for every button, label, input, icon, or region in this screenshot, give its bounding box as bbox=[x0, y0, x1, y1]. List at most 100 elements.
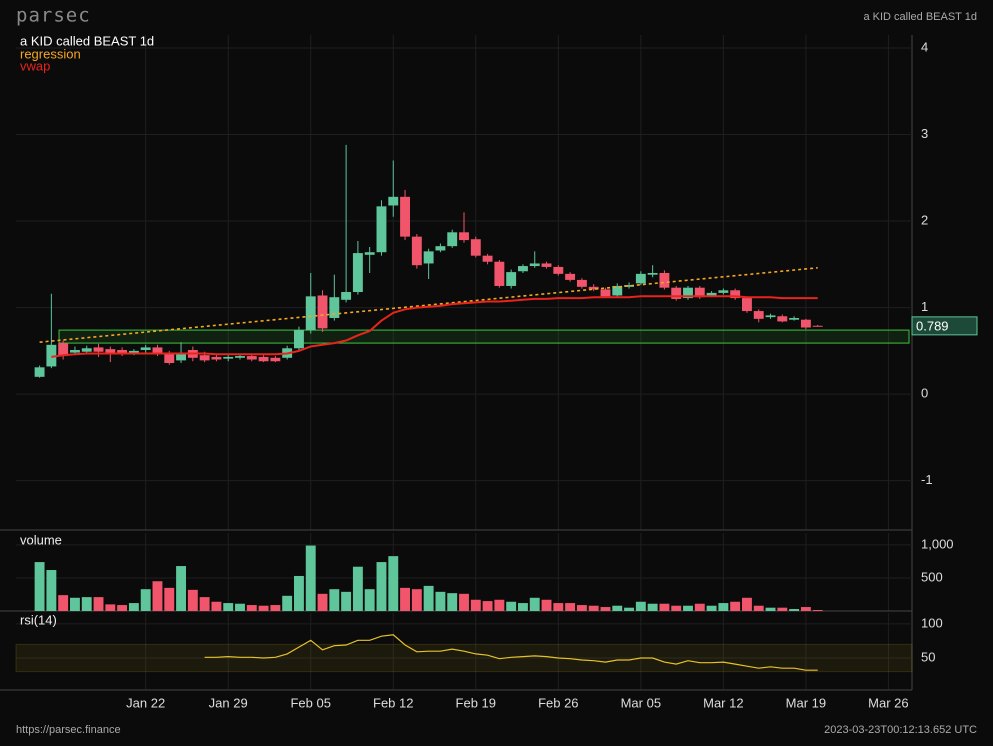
rsi-line bbox=[204, 634, 818, 671]
volume-bar bbox=[718, 603, 729, 611]
x-tick-label: Feb 19 bbox=[456, 695, 496, 710]
candle-body bbox=[435, 246, 446, 251]
volume-bar bbox=[411, 589, 422, 611]
volume-bar bbox=[128, 603, 139, 611]
volume-bar bbox=[376, 562, 387, 611]
y-tick-label: 4 bbox=[921, 39, 928, 54]
volume-bar bbox=[423, 585, 434, 611]
candle-body bbox=[800, 319, 811, 328]
candle-body bbox=[647, 272, 658, 275]
candle-body bbox=[541, 263, 552, 267]
candle-body bbox=[447, 232, 458, 247]
volume-bar bbox=[541, 599, 552, 611]
volume-bar bbox=[388, 556, 399, 611]
volume-bar bbox=[364, 589, 375, 611]
volume-bar bbox=[600, 607, 611, 611]
volume-bar bbox=[482, 601, 493, 611]
volume-bar bbox=[765, 607, 776, 611]
candle-body bbox=[140, 347, 151, 350]
candle-body bbox=[741, 298, 752, 312]
volume-bar bbox=[576, 605, 587, 611]
candle-body bbox=[659, 272, 670, 288]
candle-body bbox=[400, 196, 411, 237]
volume-bar bbox=[671, 605, 682, 611]
volume-bar bbox=[753, 605, 764, 611]
candle-body bbox=[270, 357, 281, 362]
candle-body bbox=[600, 289, 611, 297]
candle-body bbox=[470, 239, 481, 256]
volume-bar bbox=[341, 591, 352, 611]
volume-bar bbox=[81, 597, 92, 611]
y-tick-label: -1 bbox=[921, 472, 933, 487]
volume-bar bbox=[588, 605, 599, 611]
candle-body bbox=[411, 236, 422, 266]
last-price-label: 0.789 bbox=[916, 318, 949, 333]
candle-body bbox=[128, 350, 139, 353]
candle-body bbox=[235, 356, 245, 358]
x-tick-label: Mar 12 bbox=[703, 695, 743, 710]
volume-bar bbox=[140, 589, 151, 611]
candle-body bbox=[258, 356, 269, 362]
candle-body bbox=[223, 356, 234, 359]
y-tick-label: 1 bbox=[921, 299, 928, 314]
candle-body bbox=[506, 272, 517, 286]
panel-title: volume bbox=[20, 532, 62, 547]
volume-bar bbox=[176, 566, 187, 611]
volume-bar bbox=[447, 593, 458, 611]
last-price-box bbox=[911, 316, 978, 336]
volume-bar bbox=[235, 603, 245, 611]
candle-body bbox=[176, 352, 187, 361]
candle-body bbox=[588, 286, 599, 290]
volume-bar bbox=[246, 605, 257, 611]
candle-body bbox=[46, 344, 57, 367]
volume-bar bbox=[164, 587, 175, 611]
candle-body bbox=[329, 297, 340, 318]
x-tick-label: Feb 26 bbox=[538, 695, 578, 710]
volume-bar bbox=[293, 575, 304, 611]
volume-bar bbox=[777, 607, 788, 611]
candle-body bbox=[34, 367, 45, 377]
panel-title: rsi(14) bbox=[20, 612, 57, 627]
y-tick-label: 3 bbox=[921, 126, 928, 141]
candle-body bbox=[105, 349, 116, 355]
candle-body bbox=[765, 315, 776, 318]
candle-body bbox=[529, 263, 540, 267]
candle-body bbox=[789, 317, 800, 320]
candle-body bbox=[364, 252, 375, 255]
volume-bar bbox=[506, 601, 517, 611]
volume-bar bbox=[317, 593, 328, 611]
candle-body bbox=[117, 350, 128, 355]
legend-entry: regression bbox=[20, 46, 81, 61]
candle-body bbox=[482, 255, 493, 262]
candle-body bbox=[376, 206, 387, 253]
volume-bar bbox=[800, 607, 811, 611]
candle-body bbox=[152, 347, 163, 355]
volume-bar bbox=[329, 589, 340, 611]
volume-bar bbox=[305, 545, 316, 611]
volume-bar bbox=[270, 605, 281, 611]
candle-body bbox=[517, 266, 528, 272]
y-tick-label: 0 bbox=[921, 386, 928, 401]
candle-body bbox=[352, 253, 363, 293]
volume-bar bbox=[812, 610, 823, 611]
y-tick-label: 1,000 bbox=[921, 536, 954, 551]
candle-body bbox=[317, 295, 328, 329]
candle-body bbox=[199, 355, 210, 361]
candle-body bbox=[565, 273, 576, 280]
candle-body bbox=[683, 287, 693, 299]
candle-body bbox=[718, 290, 729, 293]
volume-bar bbox=[730, 601, 741, 611]
series-line bbox=[51, 295, 818, 358]
x-tick-label: Mar 26 bbox=[868, 695, 908, 710]
candle-body bbox=[459, 232, 469, 241]
candle-body bbox=[164, 353, 175, 363]
volume-bar bbox=[46, 570, 57, 611]
volume-bar bbox=[517, 603, 528, 611]
candle-body bbox=[624, 285, 635, 287]
volume-bar bbox=[93, 597, 104, 611]
volume-bar bbox=[565, 603, 576, 611]
candle-body bbox=[305, 296, 316, 331]
volume-bar bbox=[706, 605, 717, 611]
